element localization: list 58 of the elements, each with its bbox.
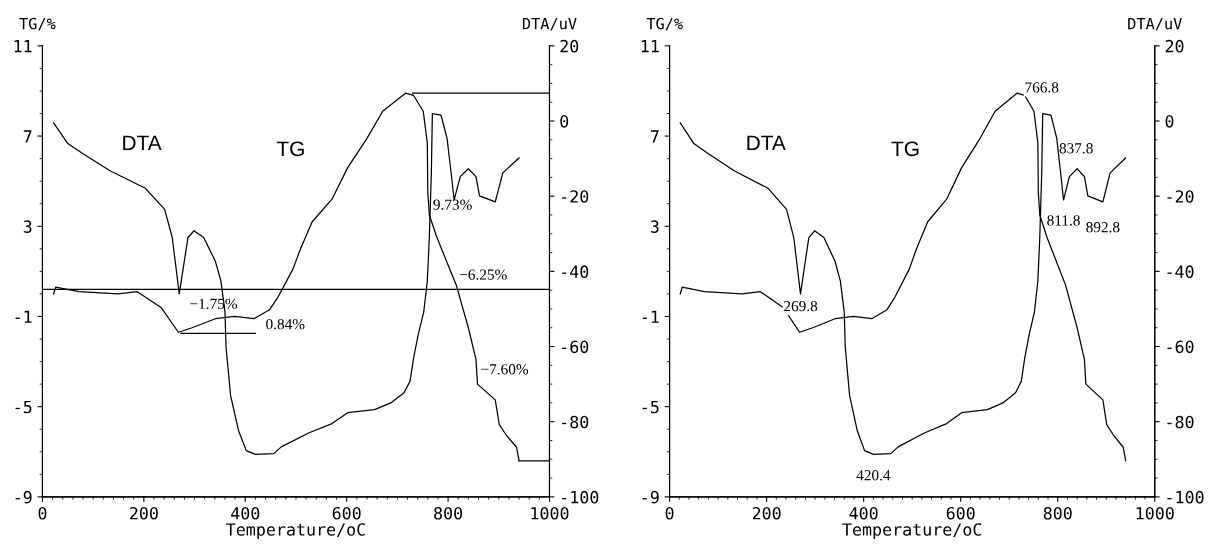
y-tick-label: -1 xyxy=(15,310,32,323)
annotation: 811.8 xyxy=(1047,215,1080,226)
y2-tick-label: -80 xyxy=(562,415,589,429)
x-tick-label: 400 xyxy=(231,506,260,520)
y-tick-label: 7 xyxy=(23,130,32,143)
annotation: 269.8 xyxy=(784,300,818,312)
annotation: 837.8 xyxy=(1059,143,1093,154)
annotation: 9.73% xyxy=(433,199,472,210)
y2-tick-label: -100 xyxy=(562,490,599,504)
y-axis-title: TG/% xyxy=(646,17,683,31)
y-tick-label: 3 xyxy=(650,220,659,233)
x-tick-label: 200 xyxy=(752,506,781,520)
x-axis-title: Temperature/oC xyxy=(842,523,982,540)
annotation: −7.60% xyxy=(481,364,529,375)
annotation: 420.4 xyxy=(856,470,891,481)
y-tick-label: -1 xyxy=(642,310,659,323)
y2-tick-label: -60 xyxy=(562,340,589,354)
y2-tick-label: 20 xyxy=(1165,39,1184,53)
y-axis-title: TG/% xyxy=(19,17,56,31)
y-tick-label: 3 xyxy=(23,220,32,233)
x-tick-label: 800 xyxy=(1043,506,1072,520)
y2-tick-label: -60 xyxy=(1167,340,1194,354)
x-tick-label: 400 xyxy=(849,506,878,520)
annotation: −6.25% xyxy=(460,269,507,280)
y-tick-label: 7 xyxy=(650,130,659,143)
y-tick-label: -5 xyxy=(15,400,32,414)
annotation: 892.8 xyxy=(1086,222,1120,233)
annotation: 0.84% xyxy=(266,319,305,330)
text: TG xyxy=(891,141,919,157)
y2-tick-label: 0 xyxy=(1165,115,1174,128)
y-tick-label: 11 xyxy=(14,40,32,53)
x-tick-label: 200 xyxy=(130,506,158,520)
y2-tick-label: -20 xyxy=(562,190,589,203)
y2-axis-title: DTA/uV xyxy=(522,18,577,31)
x-tick-label: 0 xyxy=(665,506,674,520)
x-tick-label: 1000 xyxy=(531,506,569,520)
y2-tick-label: -20 xyxy=(1167,190,1194,203)
y-tick-label: -9 xyxy=(15,490,32,504)
y-tick-label: 11 xyxy=(641,40,659,53)
x-tick-label: 800 xyxy=(434,506,463,520)
y2-tick-label: -80 xyxy=(1167,415,1194,429)
y-tick-label: -5 xyxy=(642,400,659,414)
annotation: 766.8 xyxy=(1025,82,1059,93)
text: TG xyxy=(276,141,304,157)
y2-tick-label: -40 xyxy=(562,265,589,278)
series-label: DTA xyxy=(123,135,162,151)
y2-tick-label: -100 xyxy=(1167,490,1204,504)
x-tick-label: 0 xyxy=(38,506,47,520)
x-tick-label: 600 xyxy=(946,506,975,520)
y-tick-label: -9 xyxy=(642,490,659,504)
y2-tick-label: 20 xyxy=(560,39,579,53)
x-tick-label: 1000 xyxy=(1136,506,1174,520)
y2-tick-label: 0 xyxy=(560,115,569,128)
x-axis-title: Temperature/oC xyxy=(226,523,365,540)
y2-axis-title: DTA/uV xyxy=(1128,18,1182,31)
series-label: DTA xyxy=(747,135,786,151)
y2-tick-label: -40 xyxy=(1167,265,1194,278)
x-tick-label: 600 xyxy=(332,506,361,520)
